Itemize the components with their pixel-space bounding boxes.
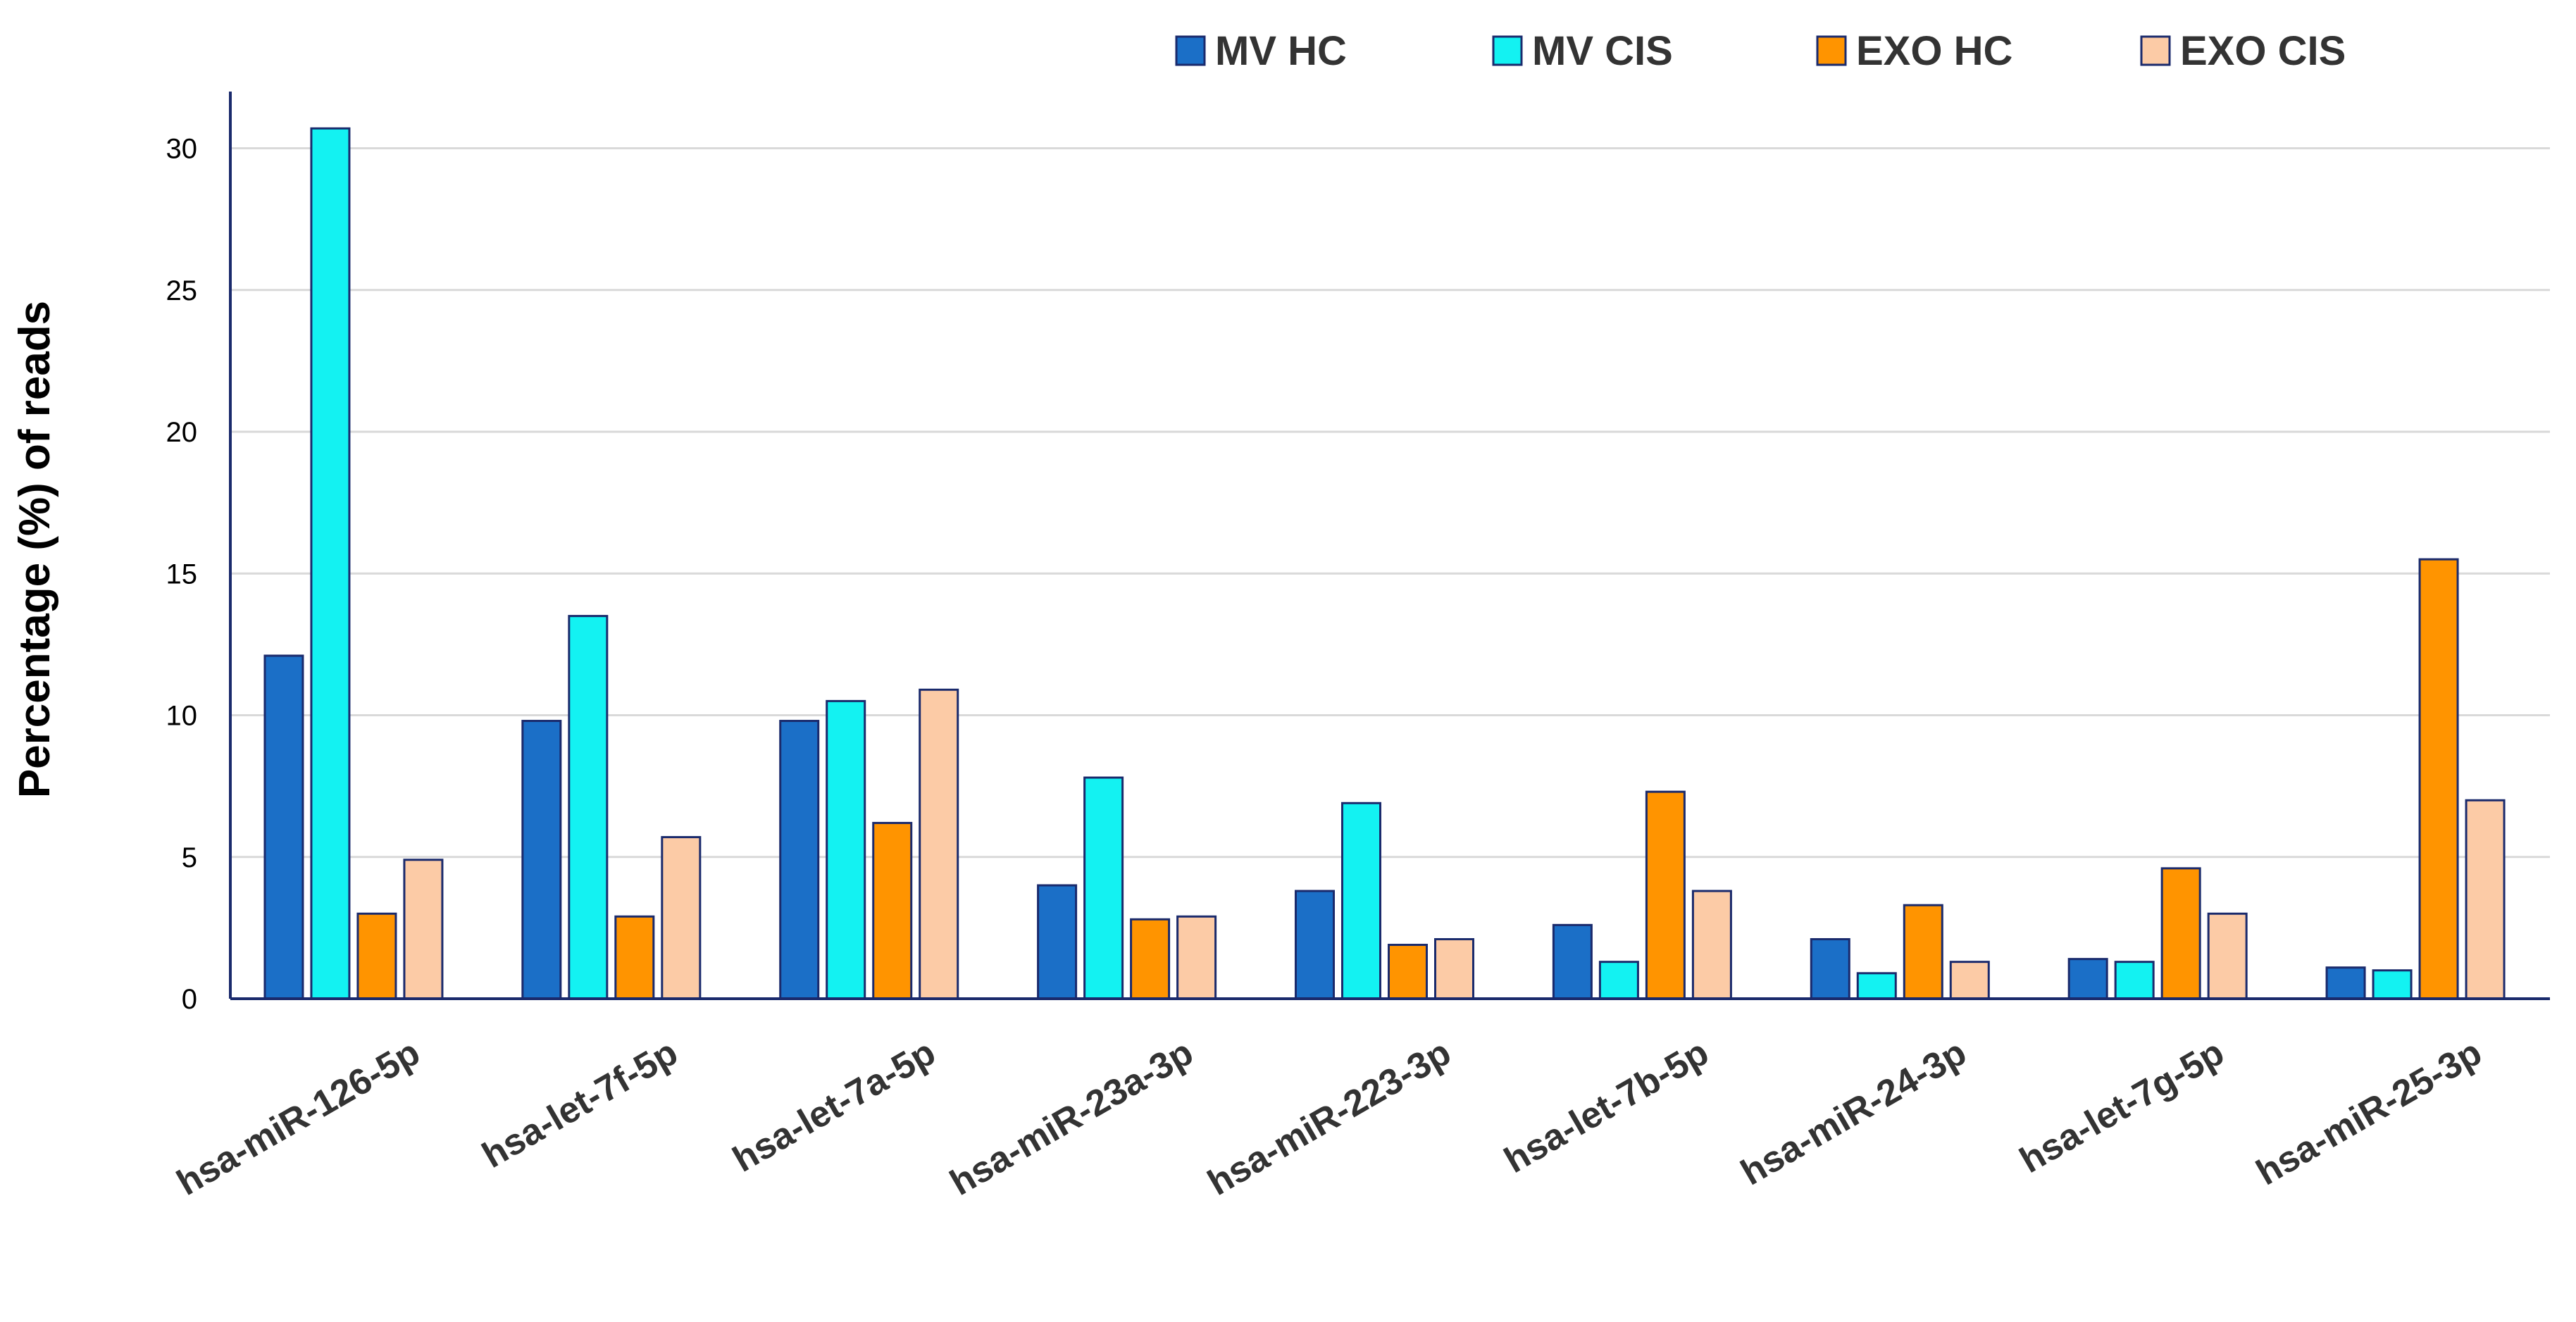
bar-exo-cis-hsa-miR-25-3p: [2465, 799, 2506, 1000]
bar-exo-hc-hsa-let-7a-5p: [872, 821, 913, 1000]
bar-mv-hc-hsa-miR-23a-3p: [1037, 884, 1078, 1000]
x-tick-label: hsa-miR-126-5p: [170, 1032, 427, 1204]
bar-exo-hc-hsa-let-7f-5p: [614, 915, 655, 1000]
bar-exo-hc-hsa-miR-23a-3p: [1130, 918, 1171, 1000]
bar-mv-cis-hsa-let-7a-5p: [826, 699, 866, 1000]
bar-mv-cis-hsa-let-7g-5p: [2114, 961, 2155, 1000]
bar-exo-cis-hsa-let-7a-5p: [919, 688, 959, 1000]
bar-mv-hc-hsa-let-7b-5p: [1552, 923, 1593, 1000]
legend-swatch: [2140, 35, 2171, 66]
bar-exo-hc-hsa-miR-25-3p: [2418, 558, 2459, 1000]
x-tick-label: hsa-let-7b-5p: [1498, 1032, 1715, 1181]
bar-mv-cis-hsa-miR-24-3p: [1856, 972, 1897, 1000]
y-tick-label: 30: [166, 134, 198, 165]
bar-mv-hc-hsa-let-7a-5p: [779, 720, 820, 1000]
x-tick-label: hsa-let-7g-5p: [2013, 1032, 2231, 1181]
bar-exo-hc-hsa-miR-223-3p: [1388, 944, 1428, 1000]
legend-swatch: [1175, 35, 1206, 66]
bar-mv-cis-hsa-miR-25-3p: [2372, 969, 2413, 1000]
bar-mv-hc-hsa-miR-25-3p: [2325, 966, 2366, 1000]
x-tick-label: hsa-miR-223-3p: [1201, 1032, 1457, 1204]
legend-label: EXO HC: [1856, 28, 2012, 74]
bar-mv-hc-hsa-let-7g-5p: [2067, 958, 2108, 1000]
x-tick-label: hsa-let-7a-5p: [726, 1032, 942, 1180]
bar-exo-cis-hsa-let-7f-5p: [661, 836, 702, 1000]
bar-exo-cis-hsa-miR-126-5p: [403, 859, 444, 1000]
bar-mv-hc-hsa-miR-24-3p: [1810, 937, 1850, 1000]
y-tick-label: 10: [166, 701, 198, 732]
legend-label: MV CIS: [1532, 28, 1673, 74]
bar-exo-cis-hsa-let-7g-5p: [2207, 912, 2248, 1000]
legend-label: EXO CIS: [2180, 28, 2346, 74]
bar-exo-hc-hsa-miR-24-3p: [1903, 904, 1943, 1000]
bar-mv-cis-hsa-miR-223-3p: [1341, 802, 1381, 1000]
bar-exo-hc-hsa-let-7g-5p: [2160, 867, 2201, 1000]
y-tick-label: 20: [166, 417, 198, 448]
bar-exo-cis-hsa-let-7b-5p: [1691, 890, 1732, 1000]
legend-swatch: [1816, 35, 1847, 66]
bar-mv-cis-hsa-let-7f-5p: [568, 615, 609, 1000]
bar-exo-cis-hsa-miR-24-3p: [1949, 961, 1990, 1000]
bar-exo-hc-hsa-miR-126-5p: [356, 912, 397, 1000]
gridlines: [230, 147, 2550, 859]
bar-mv-hc-hsa-miR-223-3p: [1295, 890, 1335, 1000]
x-tick-label: hsa-miR-24-3p: [1734, 1032, 1973, 1193]
bar-exo-cis-hsa-miR-223-3p: [1434, 937, 1474, 1000]
legend-label: MV HC: [1215, 28, 1347, 74]
x-tick-label: hsa-miR-23a-3p: [943, 1032, 1200, 1204]
x-tick-label: hsa-miR-25-3p: [2250, 1032, 2489, 1193]
y-tick-label: 15: [166, 559, 198, 590]
bar-mv-cis-hsa-miR-126-5p: [310, 127, 351, 1000]
bar-mv-cis-hsa-let-7b-5p: [1598, 961, 1639, 1000]
bar-mv-cis-hsa-miR-23a-3p: [1083, 776, 1124, 1000]
legend: MV HC MV CIS EXO HC EXO CIS: [1175, 28, 2346, 74]
y-tick-label: 5: [182, 842, 197, 873]
y-axis-label: Percentage (%) of reads: [11, 301, 59, 798]
y-tick-label: 25: [166, 275, 198, 306]
bar-mv-hc-hsa-miR-126-5p: [263, 654, 304, 1000]
bars: [263, 127, 2506, 1000]
y-tick-labels: 0 5 10 15 20 25 30: [166, 134, 198, 1016]
x-tick-label: hsa-let-7f-5p: [475, 1032, 685, 1176]
x-tick-labels: hsa-miR-126-5p hsa-let-7f-5p hsa-let-7a-5p…: [170, 1032, 2489, 1204]
bar-mv-hc-hsa-let-7f-5p: [521, 720, 562, 1000]
y-tick-label: 0: [182, 984, 197, 1015]
bar-exo-cis-hsa-miR-23a-3p: [1176, 915, 1217, 1000]
bar-exo-hc-hsa-let-7b-5p: [1645, 790, 1686, 1000]
legend-swatch: [1492, 35, 1523, 66]
